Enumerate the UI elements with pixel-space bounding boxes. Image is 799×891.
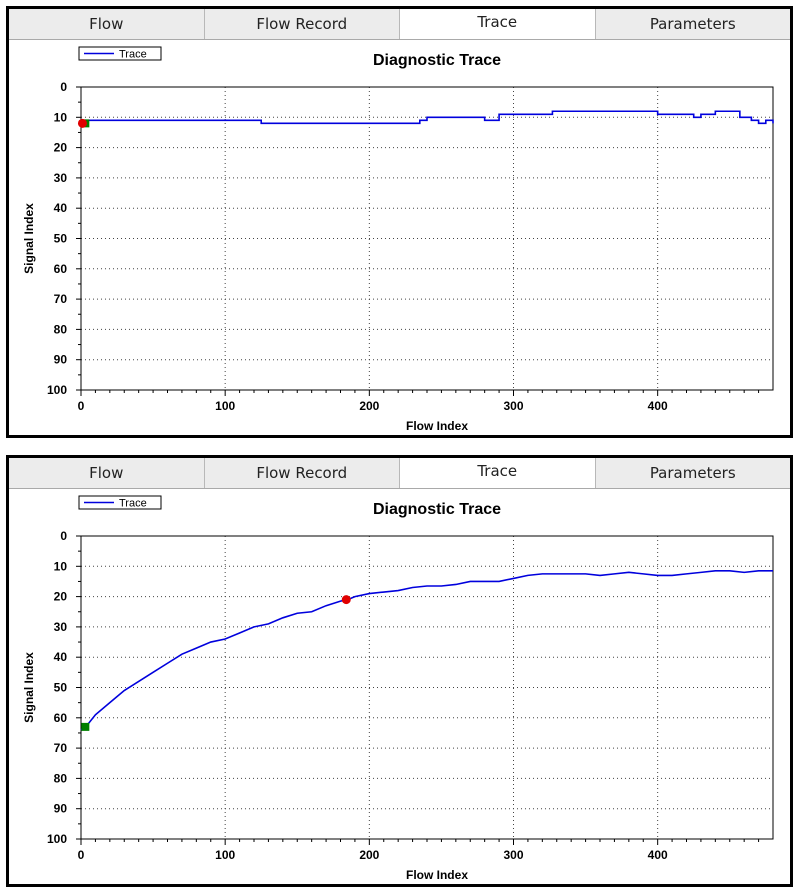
- y-tick-label: 70: [54, 292, 68, 306]
- y-tick-label: 40: [54, 201, 68, 215]
- tab-trace[interactable]: Trace: [400, 458, 596, 488]
- x-tick-label: 300: [503, 399, 523, 413]
- tab-bar: Flow Flow Record Trace Parameters: [9, 458, 790, 489]
- x-tick-label: 100: [215, 399, 235, 413]
- y-tick-label: 60: [54, 711, 68, 725]
- y-axis-label: Signal Index: [22, 652, 36, 723]
- y-tick-label: 30: [54, 171, 68, 185]
- x-tick-label: 200: [359, 399, 379, 413]
- x-tick-label: 400: [648, 848, 668, 862]
- trace-panel-bottom: Flow Flow Record Trace Parameters Diagno…: [6, 455, 793, 887]
- current-point-marker: [77, 118, 87, 128]
- start-marker: [81, 722, 90, 731]
- x-tick-label: 0: [78, 848, 85, 862]
- x-tick-label: 100: [215, 848, 235, 862]
- tab-bar: Flow Flow Record Trace Parameters: [9, 9, 790, 40]
- tab-flow-record[interactable]: Flow Record: [204, 458, 400, 488]
- x-axis-label: Flow Index: [406, 419, 468, 433]
- y-tick-label: 30: [54, 620, 68, 634]
- y-tick-label: 60: [54, 262, 68, 276]
- x-tick-label: 200: [359, 848, 379, 862]
- chart-title: Diagnostic Trace: [373, 501, 501, 518]
- y-tick-label: 90: [54, 353, 68, 367]
- y-tick-label: 40: [54, 650, 68, 664]
- chart-title: Diagnostic Trace: [373, 52, 501, 69]
- y-tick-label: 10: [54, 110, 68, 124]
- series-line-trace: [81, 110, 774, 125]
- y-tick-label: 0: [60, 80, 67, 94]
- y-tick-label: 100: [47, 383, 67, 397]
- x-axis-label: Flow Index: [406, 868, 468, 882]
- legend-label: Trace: [119, 49, 147, 61]
- y-axis-label: Signal Index: [22, 203, 36, 274]
- trace-panel-top: Flow Flow Record Trace Parameters Diagno…: [6, 6, 793, 438]
- y-tick-label: 70: [54, 741, 68, 755]
- y-tick-label: 50: [54, 232, 68, 246]
- tab-flow[interactable]: Flow: [9, 458, 205, 488]
- series-line-trace: [80, 570, 773, 731]
- legend-box: [78, 46, 162, 61]
- tab-flow[interactable]: Flow: [9, 9, 205, 39]
- y-tick-label: 10: [54, 559, 68, 573]
- current-point-marker: [341, 595, 351, 605]
- y-tick-label: 0: [60, 529, 67, 543]
- x-tick-label: 0: [78, 399, 85, 413]
- tab-parameters[interactable]: Parameters: [595, 458, 790, 488]
- y-tick-label: 80: [54, 322, 68, 336]
- x-tick-label: 400: [648, 399, 668, 413]
- y-tick-label: 20: [54, 590, 68, 604]
- legend-label: Trace: [119, 498, 147, 510]
- y-tick-label: 90: [54, 802, 68, 816]
- tab-flow-record[interactable]: Flow Record: [204, 9, 400, 39]
- y-tick-label: 20: [54, 141, 68, 155]
- x-tick-label: 300: [503, 848, 523, 862]
- tab-trace[interactable]: Trace: [400, 9, 596, 39]
- y-tick-label: 50: [54, 681, 68, 695]
- tab-parameters[interactable]: Parameters: [595, 9, 790, 39]
- y-tick-label: 80: [54, 771, 68, 785]
- y-tick-label: 100: [47, 832, 67, 846]
- legend-box: [78, 495, 162, 510]
